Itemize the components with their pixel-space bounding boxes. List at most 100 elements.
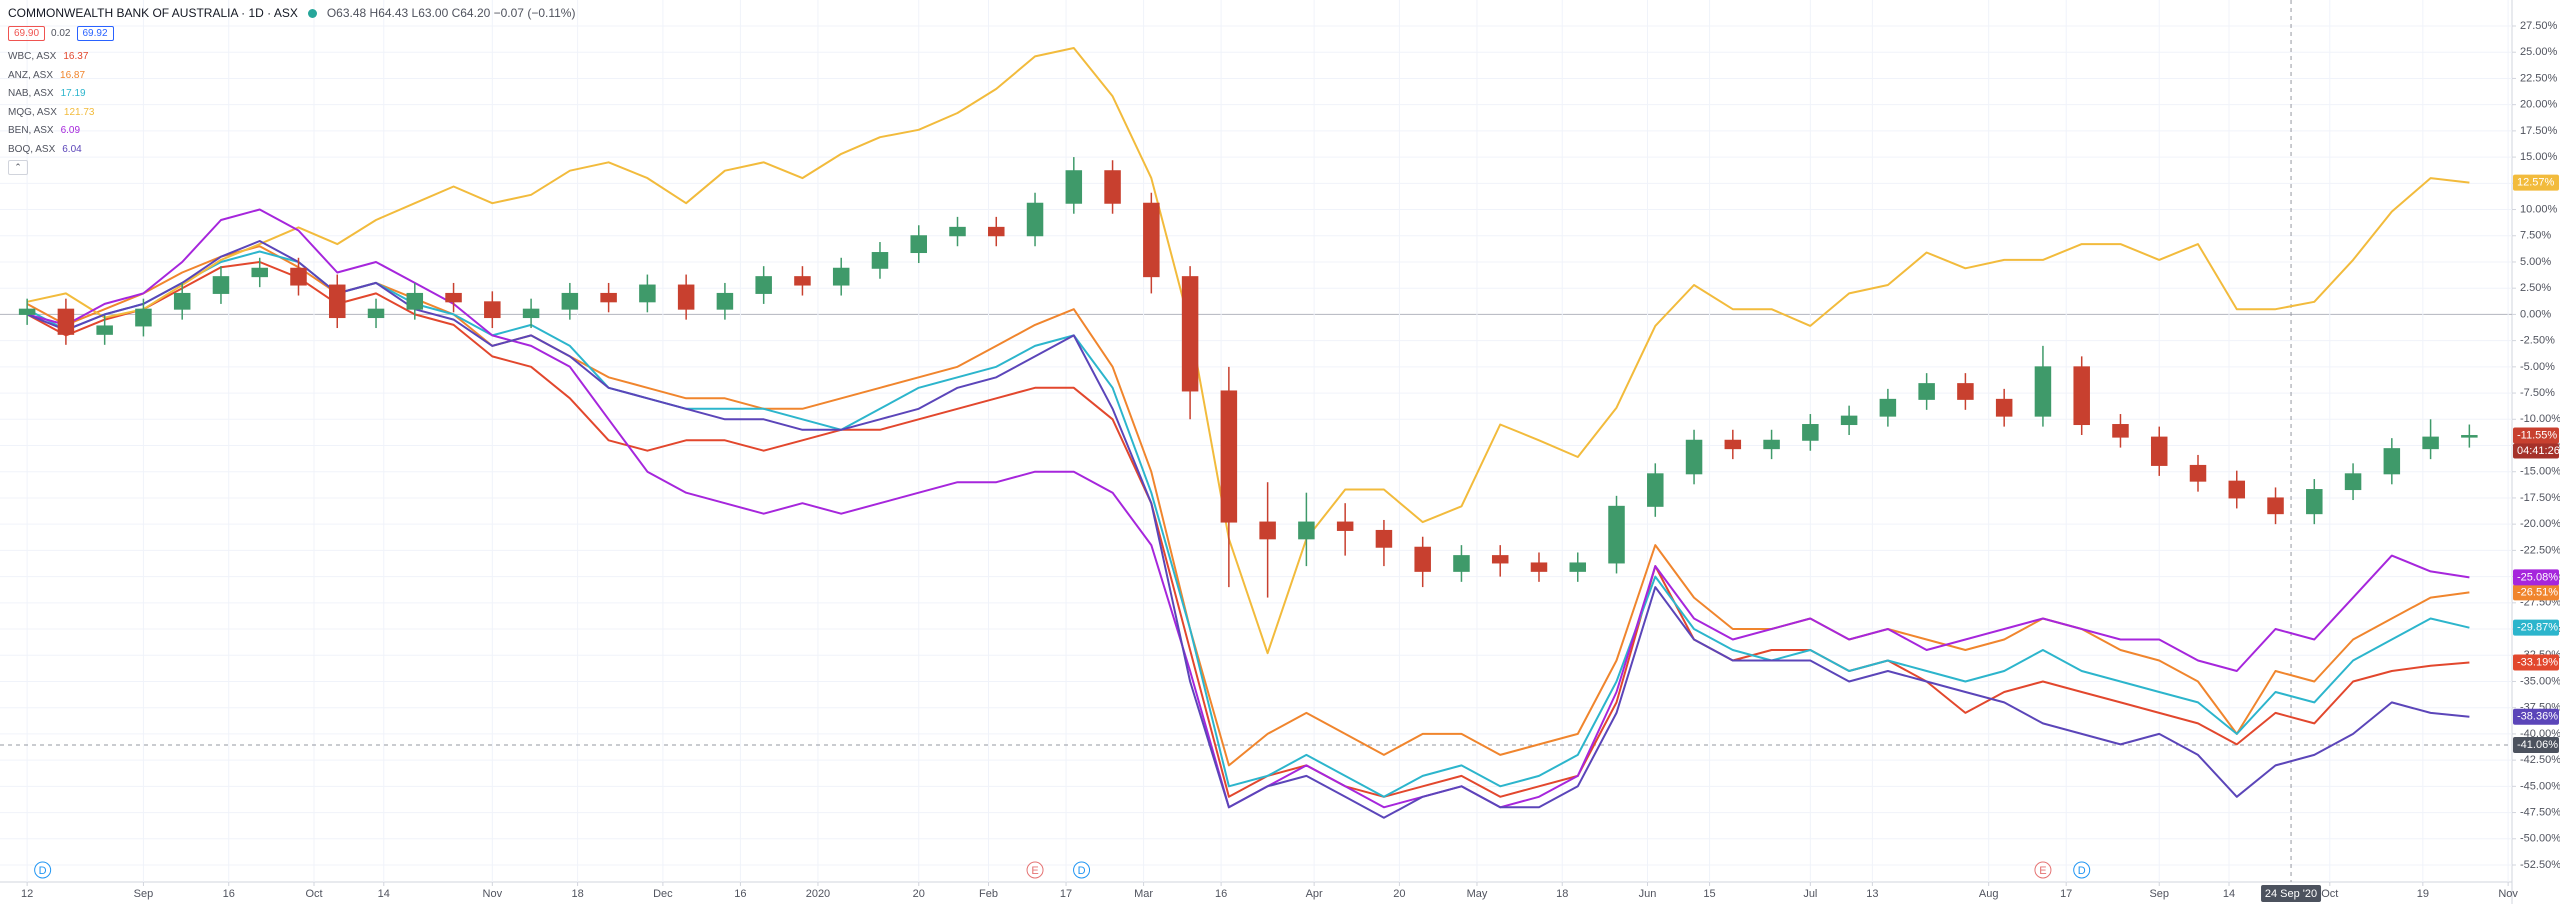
x-tick-label: Mar xyxy=(1134,888,1153,900)
legend-price: 16.37 xyxy=(63,51,89,62)
candle-body xyxy=(2267,497,2284,515)
x-tick-label: 17 xyxy=(2060,888,2072,900)
candle-body xyxy=(1763,439,1780,450)
y-tick-label: 22.50% xyxy=(2520,72,2558,84)
candle-body xyxy=(1724,439,1742,450)
spread: 0.02 xyxy=(51,28,71,39)
candle-body xyxy=(1453,555,1470,572)
last-value-label-box xyxy=(2513,708,2559,725)
last-value-label: -33.19% xyxy=(2517,656,2558,668)
y-tick-label: 5.00% xyxy=(2520,256,2551,268)
x-tick-label: Oct xyxy=(2321,888,2338,900)
candle-body xyxy=(1220,390,1238,523)
candle-body xyxy=(639,284,656,303)
event-marker[interactable] xyxy=(2073,861,2091,879)
trade-panel: 69.90 0.02 69.92 xyxy=(8,26,114,41)
symbol-title[interactable]: COMMONWEALTH BANK OF AUSTRALIA · 1D · AS… xyxy=(8,6,298,20)
candle-body xyxy=(2228,480,2246,499)
candle-body xyxy=(1530,562,1548,572)
y-tick-label: -5.00% xyxy=(2520,361,2555,373)
candle-body xyxy=(988,226,1005,237)
candle-body xyxy=(2189,464,2207,482)
candle-body xyxy=(1181,276,1199,392)
countdown-box xyxy=(2513,443,2559,459)
last-value-label-box xyxy=(2513,654,2559,671)
x-tick-label: Sep xyxy=(134,888,154,900)
candle-body xyxy=(329,284,346,319)
x-tick-label: Jul xyxy=(1803,888,1817,900)
last-price-label-box xyxy=(2513,427,2559,444)
legend-price: 6.04 xyxy=(62,143,82,155)
candle-body xyxy=(1026,202,1044,237)
legend-item[interactable]: NAB, ASX 17.19 xyxy=(8,85,95,104)
event-label: D xyxy=(39,865,47,877)
candle-body xyxy=(251,267,268,278)
x-tick-label: 14 xyxy=(2223,888,2235,900)
last-value-label: 12.57% xyxy=(2517,176,2555,188)
crosshair-y-box xyxy=(2513,737,2559,754)
x-tick-label: 17 xyxy=(1060,888,1072,900)
buy-button[interactable]: 69.92 xyxy=(76,26,114,41)
candle-body xyxy=(1918,383,1935,400)
candle-body xyxy=(1840,415,1858,426)
y-tick-label: -20.00% xyxy=(2520,518,2560,530)
x-tick-label: Feb xyxy=(979,888,998,900)
legend-item[interactable]: BEN, ASX 6.09 xyxy=(8,122,95,141)
candle-body xyxy=(212,276,230,294)
quote: O63.48 H64.43 L63.00 C64.20 −0.07 (−0.11… xyxy=(326,6,576,20)
event-marker[interactable] xyxy=(1026,861,1044,879)
legend-item[interactable]: ANZ, ASX 16.87 xyxy=(8,67,95,86)
candle-body xyxy=(1104,170,1121,204)
sell-button[interactable]: 69.90 xyxy=(8,26,46,41)
event-marker[interactable] xyxy=(1073,861,1091,879)
y-tick-label: -10.00% xyxy=(2520,413,2560,425)
candle-body xyxy=(1995,398,2013,417)
x-tick-label: Nov xyxy=(2498,888,2518,900)
candle-body xyxy=(135,308,152,327)
last-value-label: -25.08% xyxy=(2517,571,2558,583)
y-tick-label: -35.00% xyxy=(2520,675,2560,687)
y-tick-label: -52.50% xyxy=(2520,859,2560,871)
candle-body xyxy=(367,308,385,319)
candle-body xyxy=(1685,439,1703,475)
candle-body xyxy=(1879,398,1897,417)
candle-body xyxy=(2150,436,2168,466)
candle-body xyxy=(677,284,695,310)
candle-body xyxy=(173,292,191,310)
candle-body xyxy=(1802,424,1819,441)
candle-body xyxy=(1336,521,1354,531)
legend-name: MQG, ASX xyxy=(8,106,57,118)
countdown: 04:41:26 xyxy=(2517,445,2560,457)
x-tick-label: 16 xyxy=(1215,888,1227,900)
y-tick-label: -17.50% xyxy=(2520,492,2560,504)
candle-body xyxy=(600,292,617,303)
y-tick-label: 0.00% xyxy=(2520,308,2551,320)
legend-price: 121.73 xyxy=(63,106,95,118)
event-label: E xyxy=(1031,865,1038,877)
candle-body xyxy=(2461,435,2478,438)
last-value-label-box xyxy=(2513,174,2559,191)
y-tick-label: -22.50% xyxy=(2520,544,2560,556)
candle-body xyxy=(871,252,889,269)
x-tick-label: Nov xyxy=(483,888,503,900)
series-line xyxy=(26,261,2470,798)
legend-item[interactable]: WBC, ASX 16.37 xyxy=(8,48,95,67)
candle-body xyxy=(832,267,850,286)
crosshair-x-box xyxy=(2261,885,2322,902)
collapse-legend[interactable]: ⌃ xyxy=(8,160,28,175)
legend-item[interactable]: MQG, ASX 121.73 xyxy=(8,104,95,123)
candle-body xyxy=(522,308,540,319)
last-value-label-box xyxy=(2513,584,2559,601)
x-tick-label: 14 xyxy=(378,888,390,900)
y-tick-label: -7.50% xyxy=(2520,387,2555,399)
candle-body xyxy=(96,325,113,335)
event-marker[interactable] xyxy=(34,861,52,879)
candle-body xyxy=(794,276,811,286)
event-marker[interactable] xyxy=(2034,861,2052,879)
status-dot xyxy=(307,8,317,18)
x-tick-label: 20 xyxy=(1393,888,1405,900)
last-value-label-box xyxy=(2513,619,2559,636)
candle-body xyxy=(445,292,462,303)
legend-item[interactable]: BOQ, ASX 6.04 xyxy=(8,141,95,160)
